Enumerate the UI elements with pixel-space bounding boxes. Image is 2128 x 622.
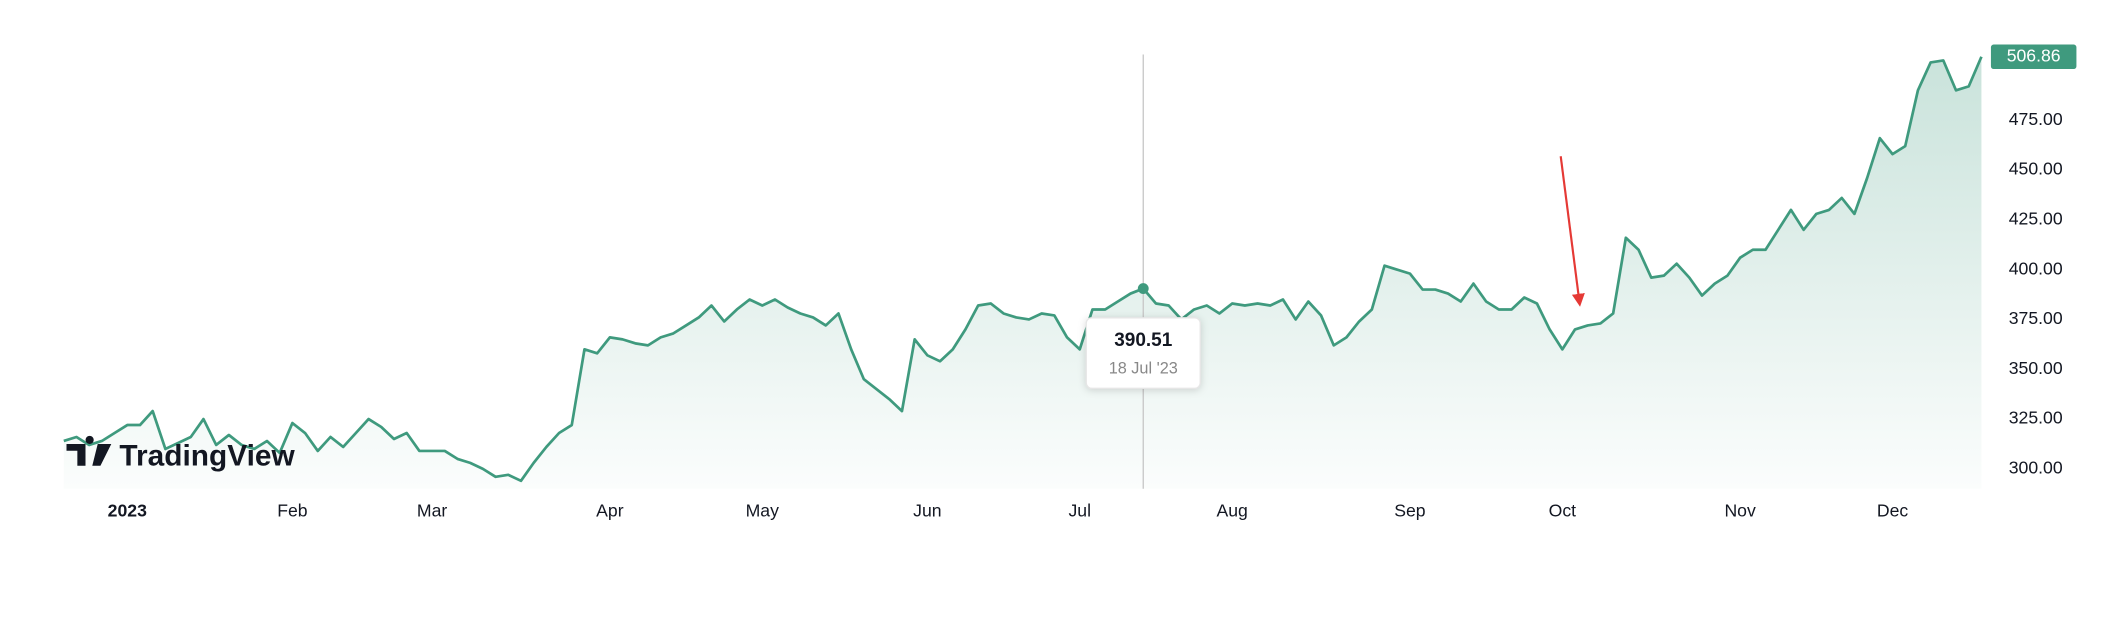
line-layer bbox=[63, 56, 1983, 483]
x-tick-label: Nov bbox=[1724, 501, 1756, 521]
x-tick-label: Dec bbox=[1877, 501, 1909, 521]
x-tick-label: 2023 bbox=[108, 501, 147, 521]
tooltip-date: 18 Jul '23 bbox=[1109, 360, 1178, 378]
price-line bbox=[63, 56, 1983, 483]
x-tick-label: Feb bbox=[277, 501, 308, 521]
y-tick-label: 400.00 bbox=[2009, 258, 2063, 278]
area bbox=[63, 56, 1982, 489]
crosshair-point bbox=[1137, 283, 1149, 294]
area-layer bbox=[63, 56, 1982, 489]
annotation-arrow bbox=[1559, 156, 1585, 307]
x-tick-label: Jun bbox=[913, 501, 941, 521]
y-tick-label: 475.00 bbox=[2009, 109, 2063, 129]
y-tick-label: 350.00 bbox=[2009, 358, 2063, 378]
x-tick-label: Oct bbox=[1549, 501, 1577, 521]
y-tick-label: 375.00 bbox=[2009, 308, 2063, 328]
y-tick-label: 300.00 bbox=[2009, 458, 2063, 478]
y-tick-label: 450.00 bbox=[2009, 159, 2063, 179]
x-tick-label: Mar bbox=[417, 501, 447, 521]
x-tick-label: Aug bbox=[1216, 501, 1247, 521]
x-tick-label: Jul bbox=[1068, 501, 1091, 521]
tooltip-box bbox=[1085, 317, 1201, 390]
tooltip-value: 390.51 bbox=[1114, 330, 1173, 351]
x-tick-label: May bbox=[746, 501, 779, 521]
watermark-text: TradingView bbox=[119, 439, 295, 472]
y-tick-label: 325.00 bbox=[2009, 408, 2063, 428]
last-price-box bbox=[1990, 44, 2077, 69]
y-tick-label: 425.00 bbox=[2009, 209, 2063, 229]
watermark: TradingView bbox=[66, 435, 295, 472]
x-tick-label: Apr bbox=[596, 501, 624, 521]
x-tick-label: Sep bbox=[1394, 501, 1426, 521]
watermark-logo bbox=[66, 435, 112, 466]
last-price-label: 506.86 bbox=[2007, 45, 2061, 65]
